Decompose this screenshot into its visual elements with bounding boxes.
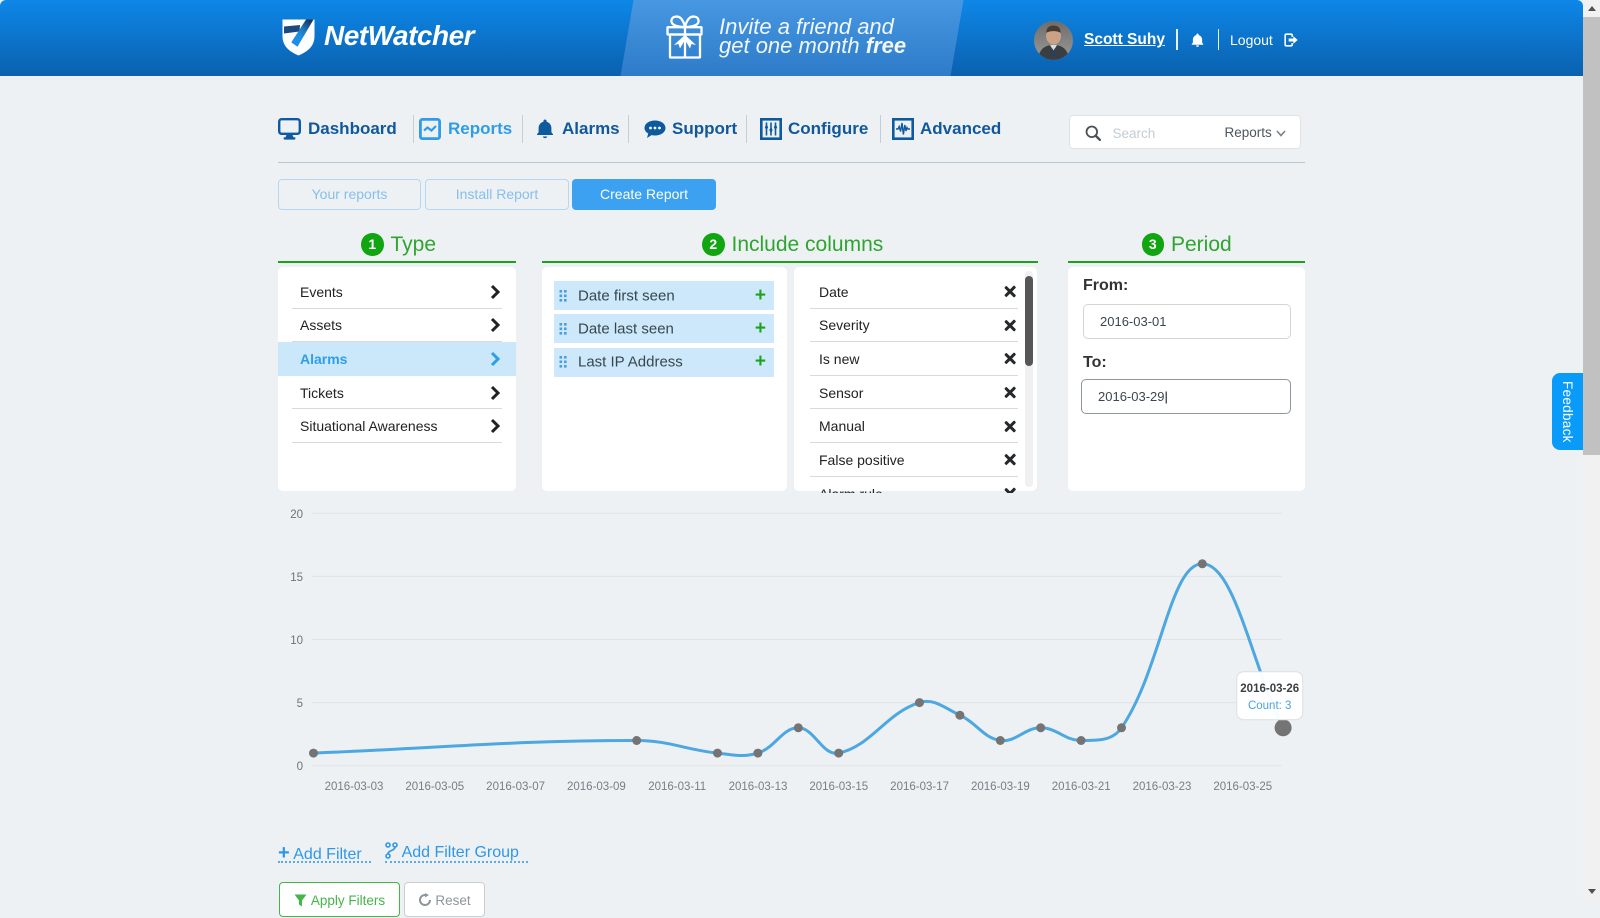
svg-text:20: 20 (290, 509, 303, 521)
svg-text:2016-03-07: 2016-03-07 (486, 781, 545, 793)
svg-text:0: 0 (297, 761, 303, 773)
svg-text:2016-03-21: 2016-03-21 (1052, 781, 1111, 793)
svg-text:2016-03-19: 2016-03-19 (971, 781, 1030, 793)
svg-text:2016-03-17: 2016-03-17 (890, 781, 949, 793)
svg-text:2016-03-13: 2016-03-13 (729, 781, 788, 793)
svg-text:2016-03-15: 2016-03-15 (809, 781, 868, 793)
svg-text:2016-03-11: 2016-03-11 (648, 781, 706, 793)
svg-text:2016-03-25: 2016-03-25 (1213, 781, 1272, 793)
svg-text:2016-03-03: 2016-03-03 (325, 781, 384, 793)
svg-text:2016-03-26: 2016-03-26 (1240, 683, 1299, 695)
svg-text:2016-03-23: 2016-03-23 (1133, 781, 1192, 793)
svg-text:10: 10 (290, 635, 303, 647)
svg-text:15: 15 (290, 572, 303, 584)
svg-text:2016-03-05: 2016-03-05 (405, 781, 464, 793)
svg-text:5: 5 (297, 698, 303, 710)
svg-text:2016-03-09: 2016-03-09 (567, 781, 626, 793)
svg-text:Count: 3: Count: 3 (1248, 700, 1291, 712)
